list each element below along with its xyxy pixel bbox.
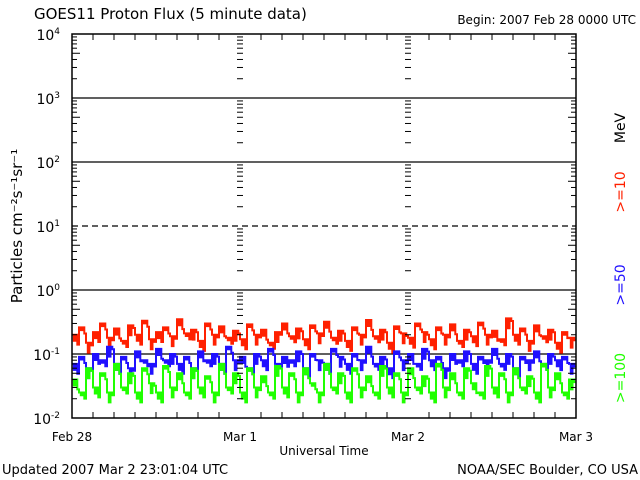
x-tick-label: Mar 3 — [559, 430, 593, 444]
unit-label: MeV — [613, 112, 629, 143]
legend-ge50: >=50 — [613, 264, 629, 305]
y-tick-label: 100 — [36, 283, 60, 300]
x-tick-label: Mar 1 — [223, 430, 257, 444]
series-line-2 — [72, 362, 576, 404]
x-tick-label: Feb 28 — [52, 430, 92, 444]
y-tick-label: 101 — [36, 219, 60, 236]
chart-title: GOES11 Proton Flux (5 minute data) — [34, 5, 307, 23]
x-tick-label: Mar 2 — [391, 430, 425, 444]
legend-ge100: >=100 — [613, 353, 629, 403]
y-tick-label: 10-2 — [33, 411, 60, 428]
credit-label: NOAA/SEC Boulder, CO USA — [457, 463, 638, 478]
y-tick-label: 102 — [36, 155, 60, 172]
series-line-1 — [72, 345, 576, 380]
y-tick-label: 10-1 — [33, 347, 60, 364]
y-axis-label: Particles cm⁻²s⁻¹sr⁻¹ — [8, 149, 26, 303]
y-tick-label: 104 — [36, 27, 60, 44]
begin-label: Begin: 2007 Feb 28 0000 UTC — [457, 13, 636, 27]
x-axis-label: Universal Time — [279, 444, 368, 458]
series-line-0 — [72, 317, 576, 354]
updated-timestamp: Updated 2007 Mar 2 23:01:04 UTC — [2, 463, 228, 478]
legend-ge10: >=10 — [613, 171, 629, 212]
y-tick-label: 103 — [36, 91, 60, 108]
